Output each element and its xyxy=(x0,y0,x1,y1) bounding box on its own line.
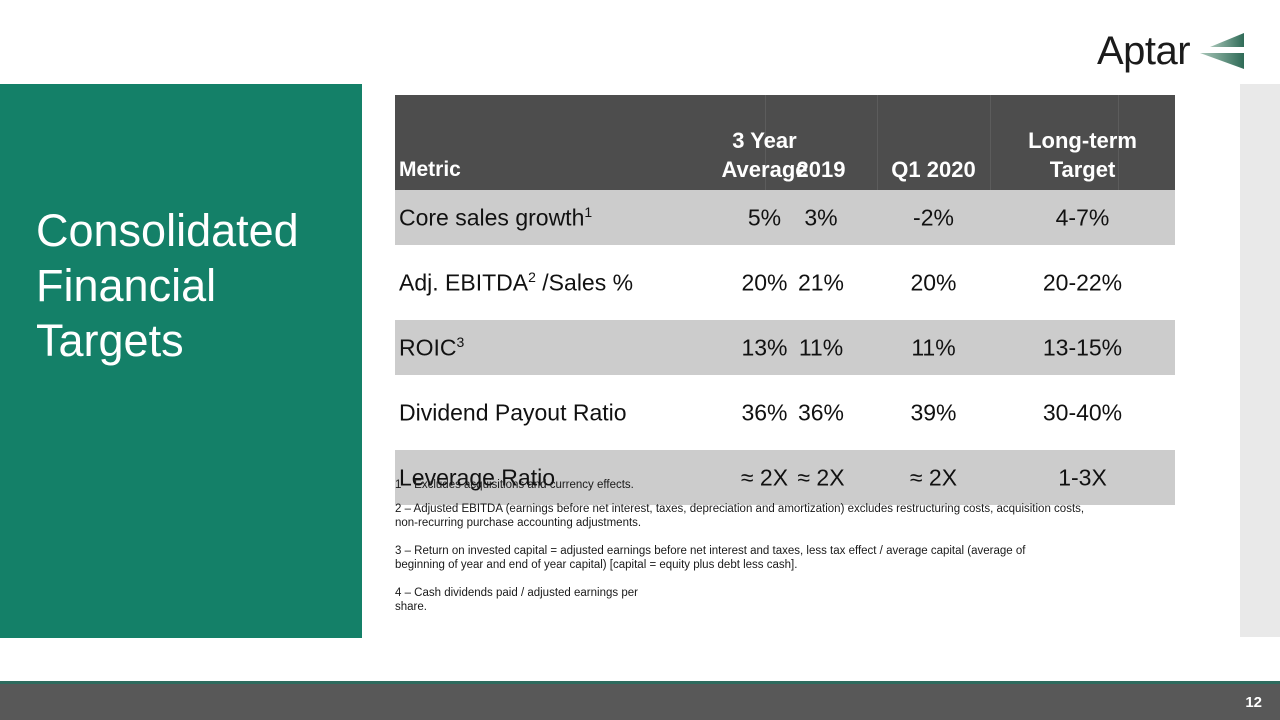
row-metric-text: Core sales growth xyxy=(399,204,585,230)
row-spacer xyxy=(395,375,1175,385)
column-header-q1-2020: Q1 2020 xyxy=(891,157,976,182)
aptar-chevron-mark xyxy=(1200,33,1245,69)
right-accent-panel xyxy=(1240,84,1280,637)
page-title-line-2: Financial xyxy=(36,260,217,311)
page-title-line-3: Targets xyxy=(36,315,184,366)
cell-three-year-average: ≈ 2X xyxy=(740,464,789,490)
table-row: Leverage Ratio ≈ 2X ≈ 2X ≈ 2X 1-3X xyxy=(395,450,1175,505)
row-metric-text-tail: /Sales % xyxy=(535,269,634,295)
table-row: Adj. EBITDA2 /Sales % 20% 21% 20% 20-22% xyxy=(395,255,1175,310)
footnote-2: 2 – Adjusted EBITDA (earnings before net… xyxy=(395,502,1085,530)
header-separator xyxy=(990,95,991,190)
column-header-2019: 2019 xyxy=(796,157,846,182)
row-metric-footnote-ref: 3 xyxy=(456,333,465,350)
cell-long-term-target: 30-40% xyxy=(1042,399,1123,425)
cell-three-year-average: 20% xyxy=(741,269,788,295)
table-row: ROIC3 13% 11% 11% 13-15% xyxy=(395,320,1175,375)
row-metric-footnote-ref: 1 xyxy=(584,203,593,220)
cell-q1-2020: 20% xyxy=(910,269,957,295)
row-spacer xyxy=(395,245,1175,255)
cell-long-term-target: 20-22% xyxy=(1042,269,1123,295)
row-metric-label: Dividend Payout Ratio xyxy=(399,399,627,426)
row-metric-label: ROIC3 xyxy=(399,334,464,361)
footer-bar xyxy=(0,684,1280,720)
cell-q1-2020: ≈ 2X xyxy=(909,464,958,490)
column-header-three-year-average-bottom: Average xyxy=(721,157,808,182)
cell-long-term-target: 4-7% xyxy=(1055,204,1110,230)
footnote-1: 1 – Excludes acquisitions and currency e… xyxy=(395,479,634,491)
footnote-3: 3 – Return on invested capital = adjuste… xyxy=(395,544,1026,572)
header-separator xyxy=(877,95,878,190)
table-row: Dividend Payout Ratio 36% 36% 39% 30-40% xyxy=(395,385,1175,440)
cell-three-year-average: 5% xyxy=(747,204,782,230)
cell-three-year-average: 13% xyxy=(741,334,788,360)
page-title: Consolidated Financial Targets xyxy=(36,203,356,368)
cell-long-term-target: 13-15% xyxy=(1042,334,1123,360)
cell-three-year-average: 36% xyxy=(741,399,788,425)
column-header-long-term-target: Long-term Target xyxy=(990,126,1175,184)
header-separator xyxy=(1118,95,1119,190)
footnote-4: 4 – Cash dividends paid / adjusted earni… xyxy=(395,586,638,614)
row-metric-label: Adj. EBITDA2 /Sales % xyxy=(399,269,633,296)
column-header-long-term-target-top: Long-term xyxy=(1028,128,1137,153)
page-title-line-1: Consolidated xyxy=(36,205,299,256)
aptar-logo: Aptar xyxy=(1097,25,1249,77)
title-panel xyxy=(0,84,362,638)
column-header-long-term-target-bottom: Target xyxy=(1049,157,1116,182)
row-metric-label: Leverage Ratio xyxy=(399,464,555,491)
financial-targets-table: Metric 3 Year Average 2019 Q1 2020 Long-… xyxy=(395,95,1175,505)
row-spacer xyxy=(395,440,1175,450)
column-header-three-year-average-top: 3 Year xyxy=(732,128,797,153)
table-row: Core sales growth1 5% 3% -2% 4-7% xyxy=(395,190,1175,245)
cell-2019: 3% xyxy=(804,204,838,230)
footer-rule xyxy=(0,681,1280,684)
cell-2019: ≈ 2X xyxy=(797,464,845,490)
row-metric-text: Leverage Ratio xyxy=(399,464,555,490)
cell-q1-2020: 39% xyxy=(910,399,957,425)
cell-2019: 21% xyxy=(797,269,845,295)
cell-q1-2020: -2% xyxy=(913,204,954,230)
page-number: 12 xyxy=(1245,694,1262,711)
row-spacer xyxy=(395,310,1175,320)
row-metric-text: Dividend Payout Ratio xyxy=(399,399,627,425)
row-metric-footnote-ref: 2 xyxy=(528,268,536,285)
cell-q1-2020: 11% xyxy=(911,334,956,360)
column-header-three-year-average: 3 Year Average xyxy=(657,126,872,184)
cell-2019: 36% xyxy=(797,399,845,425)
aptar-wordmark: Aptar xyxy=(1097,29,1191,73)
row-metric-label: Core sales growth1 xyxy=(399,204,592,231)
table-header-row: Metric 3 Year Average 2019 Q1 2020 Long-… xyxy=(395,95,1175,190)
footnotes: 1 – Excludes acquisitions and currency e… xyxy=(395,478,1105,624)
column-header-metric: Metric xyxy=(399,158,461,181)
row-metric-text: Adj. EBITDA xyxy=(399,269,529,295)
cell-long-term-target: 1-3X xyxy=(1058,464,1107,490)
header-separator xyxy=(765,95,766,190)
cell-2019: 11% xyxy=(798,334,844,360)
row-metric-text: ROIC xyxy=(399,334,457,360)
